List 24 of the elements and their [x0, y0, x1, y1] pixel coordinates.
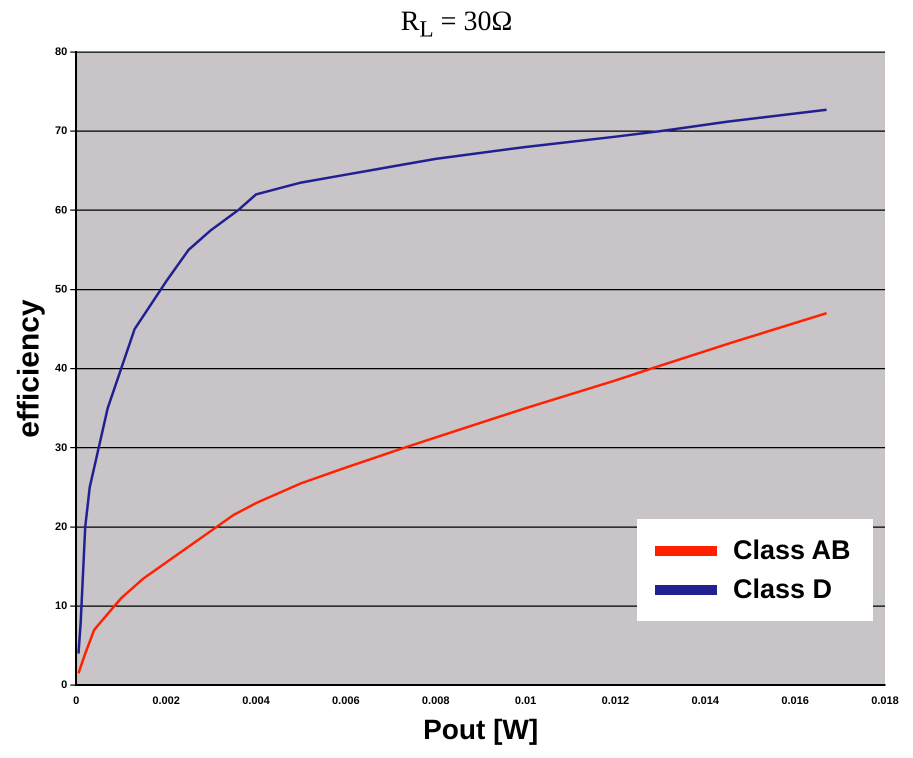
x-tick-label: 0.016 — [781, 694, 809, 707]
x-tick-label: 0.006 — [332, 694, 360, 707]
legend-label: Class AB — [733, 535, 851, 566]
x-tick-label: 0.014 — [692, 694, 720, 707]
x-tick-label: 0 — [73, 694, 80, 707]
x-tick-label: 0.002 — [152, 694, 180, 707]
y-tick-label: 10 — [54, 600, 68, 612]
y-tick-label: 40 — [54, 362, 68, 375]
x-tick-label: 0.004 — [242, 694, 271, 707]
y-tick-label: 80 — [54, 46, 68, 58]
x-tick-label: 0.012 — [602, 694, 630, 707]
y-tick-label: 30 — [54, 442, 68, 454]
y-tick-label: 50 — [54, 283, 68, 296]
y-tick-label: 70 — [54, 125, 68, 138]
x-tick-label: 0.018 — [871, 694, 899, 707]
y-axis-title: efficiency — [12, 299, 46, 438]
x-tick-label: 0.008 — [422, 694, 450, 707]
legend-label: Class D — [733, 574, 832, 606]
x-tick-label: 0.01 — [514, 694, 536, 707]
chart-title: R$_{L}$ = 30Ω — [400, 6, 514, 44]
y-tick-label: 60 — [54, 204, 68, 216]
y-tick-label: 0 — [61, 679, 68, 692]
y-tick-label: 20 — [54, 520, 68, 533]
x-axis-title: Pout [W] — [423, 714, 538, 745]
